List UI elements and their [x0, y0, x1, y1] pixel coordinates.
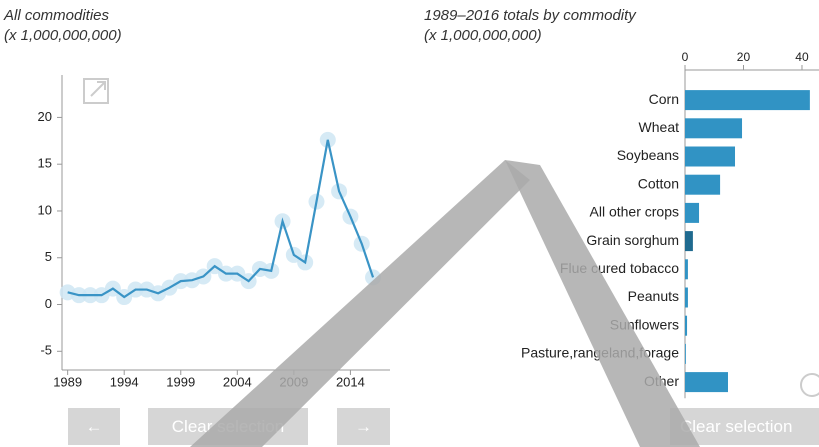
bar-title: 1989–2016 totals by commodity [424, 7, 637, 24]
bar [685, 90, 810, 111]
clear-button[interactable]: Clear selection [670, 408, 819, 445]
line-title: All commodities [3, 7, 110, 24]
bar [685, 202, 700, 223]
expand-arrow [90, 81, 106, 97]
next-button[interactable]: → [337, 408, 390, 445]
bar [685, 231, 693, 252]
corner-icon[interactable] [800, 373, 819, 397]
category-label: Pasture,rangeland,forage [521, 345, 679, 361]
expand-box [83, 78, 109, 104]
category-label: Grain sorghum [586, 232, 679, 248]
category-label: Peanuts [628, 288, 679, 304]
category-label: Sunflowers [610, 316, 679, 332]
bar [685, 315, 688, 336]
bar-subtitle: (x 1,000,000,000) [424, 27, 542, 44]
x-tick-label: 1989 [53, 374, 82, 389]
prev-button[interactable]: ← [68, 408, 120, 445]
x-tick-label: 2014 [336, 374, 365, 389]
x-tick-label: 20 [737, 50, 751, 64]
bar [685, 146, 736, 167]
bar-chart: 0 20 40 Corn Wheat Soybeans Cotton All other cr… [521, 50, 819, 399]
y-tick-label: 0 [45, 296, 52, 311]
clear-button[interactable]: Clear selection [148, 408, 308, 445]
category-label: Corn [649, 91, 679, 107]
line-subtitle: (x 1,000,000,000) [4, 27, 122, 44]
y-tick-label: 15 [38, 156, 52, 171]
x-tick-label: 40 [795, 50, 809, 64]
category-label: Cotton [638, 175, 679, 191]
category-label: Soybeans [617, 147, 679, 163]
bar [685, 343, 686, 364]
category-label: Other [644, 373, 679, 389]
y-tick-label: 20 [38, 109, 52, 124]
x-tick-label: 0 [682, 50, 689, 64]
y-tick-label: 5 [45, 249, 52, 264]
bar [685, 259, 688, 280]
category-label: All other crops [590, 204, 679, 220]
x-tick-label: 1994 [110, 374, 139, 389]
y-tick-label: 10 [38, 202, 52, 217]
x-tick-label: 2004 [223, 374, 252, 389]
bar [685, 287, 688, 308]
expand-icon[interactable] [83, 78, 109, 104]
bar [685, 118, 743, 139]
category-label: Flue cured tobacco [560, 260, 679, 276]
line-chart: -5 0 5 10 15 20 1989 1994 1999 2004 2009 2014 [38, 75, 390, 389]
bar [685, 174, 721, 195]
x-tick-label: 2009 [279, 374, 308, 389]
category-label: Wheat [639, 119, 680, 135]
x-tick-label: 1999 [166, 374, 195, 389]
y-tick-label: -5 [40, 343, 52, 358]
bar [685, 372, 728, 393]
